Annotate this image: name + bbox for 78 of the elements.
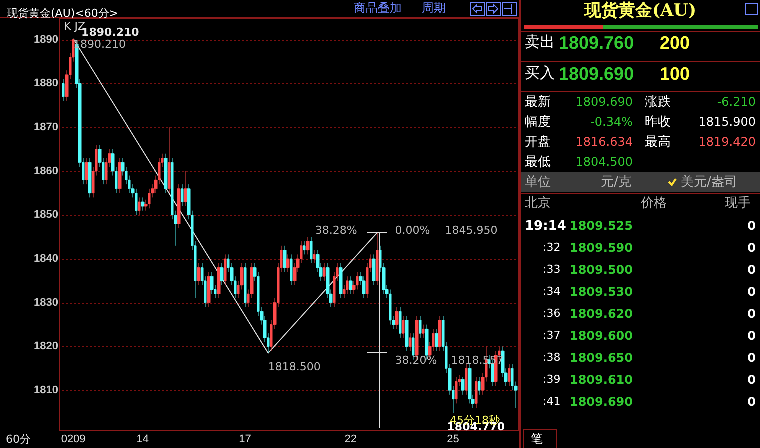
text: 元/克 <box>601 175 632 190</box>
y-tick-label: 1810 <box>34 384 58 397</box>
text: 0 <box>748 395 756 409</box>
annotation: 1818.500 <box>268 360 321 374</box>
y-tick-label: 1840 <box>34 253 58 266</box>
x-tick-label: 0209 <box>61 434 86 446</box>
text: 1809.760 <box>559 33 634 53</box>
text: :32 <box>543 241 561 254</box>
text: 开盘 <box>525 135 551 150</box>
text: 商品叠加 <box>354 1 402 15</box>
text: 单位 <box>525 175 551 190</box>
text: 价格 <box>641 196 667 211</box>
text: :41 <box>543 395 561 408</box>
annotation: 1845.950 <box>445 224 498 237</box>
text: 1809.590 <box>570 241 633 255</box>
y-tick-label: 1890 <box>34 34 58 46</box>
text: :37 <box>543 329 561 342</box>
text: 最高 <box>645 135 671 150</box>
text: 0 <box>748 351 756 365</box>
text: 卖出 <box>525 33 555 51</box>
text: :38 <box>543 351 561 364</box>
text: 0 <box>748 219 756 233</box>
text: 1809.650 <box>570 351 633 365</box>
y-tick-label: 1830 <box>34 296 58 309</box>
text: 1809.620 <box>570 307 633 321</box>
text: 0 <box>748 373 756 387</box>
text: 美元/盎司 <box>681 175 738 190</box>
y-tick-label: 1850 <box>34 209 58 222</box>
text: 1809.530 <box>570 285 633 299</box>
text: 1809.690 <box>576 95 633 109</box>
y-tick-label: 1860 <box>34 165 58 178</box>
text: 1816.634 <box>576 135 633 149</box>
x-tick-label: 22 <box>344 434 358 446</box>
text: 1804.500 <box>576 155 633 169</box>
text: :34 <box>543 285 561 298</box>
text: 0 <box>748 329 756 343</box>
text: :36 <box>543 307 561 320</box>
text: 1809.690 <box>559 64 634 84</box>
annotation: 0.00% <box>395 224 430 237</box>
text: 1819.420 <box>698 135 756 149</box>
text: 最低 <box>525 155 551 170</box>
annotation: 38.28% <box>315 224 358 237</box>
y-tick-label: 1820 <box>34 340 58 353</box>
text: 0 <box>748 307 756 321</box>
x-tick-label: 25 <box>447 434 460 446</box>
x-tick-label: 17 <box>239 434 252 446</box>
text: 1815.900 <box>698 115 756 129</box>
text: 100 <box>660 64 690 84</box>
x-tick-label: 14 <box>136 434 150 446</box>
chart-title: 现货黄金(AU)<60分> <box>7 7 119 20</box>
text: 买入 <box>525 64 555 82</box>
text: -0.34% <box>590 115 633 129</box>
text: 笔 <box>531 432 543 446</box>
y-tick-label: 1880 <box>34 78 58 90</box>
text: 1809.500 <box>570 263 633 277</box>
text: 1809.690 <box>570 395 633 409</box>
text: 60分 <box>6 433 31 446</box>
text: 现货黄金(AU) <box>583 1 698 21</box>
text: 涨跌 <box>645 95 671 110</box>
text: 1809.600 <box>570 329 633 343</box>
text: 1809.610 <box>570 373 633 387</box>
text: 19:14 <box>525 219 566 234</box>
text: 最新 <box>525 95 551 110</box>
y-tick-label: 1870 <box>34 122 58 134</box>
text: :39 <box>543 373 561 386</box>
text: 0 <box>748 285 756 299</box>
text: 1809.525 <box>570 219 633 233</box>
annotation: 38.20% <box>395 354 438 368</box>
text: :33 <box>543 263 561 276</box>
text: 幅度 <box>525 115 551 130</box>
text: 0 <box>748 263 756 277</box>
text: -6.210 <box>717 95 756 109</box>
text: 200 <box>660 33 690 53</box>
text: 昨收 <box>645 115 671 130</box>
text: 周期 <box>422 1 446 15</box>
text: 北京 <box>525 196 551 211</box>
text: 0 <box>748 241 756 255</box>
text: 现手 <box>725 196 751 211</box>
